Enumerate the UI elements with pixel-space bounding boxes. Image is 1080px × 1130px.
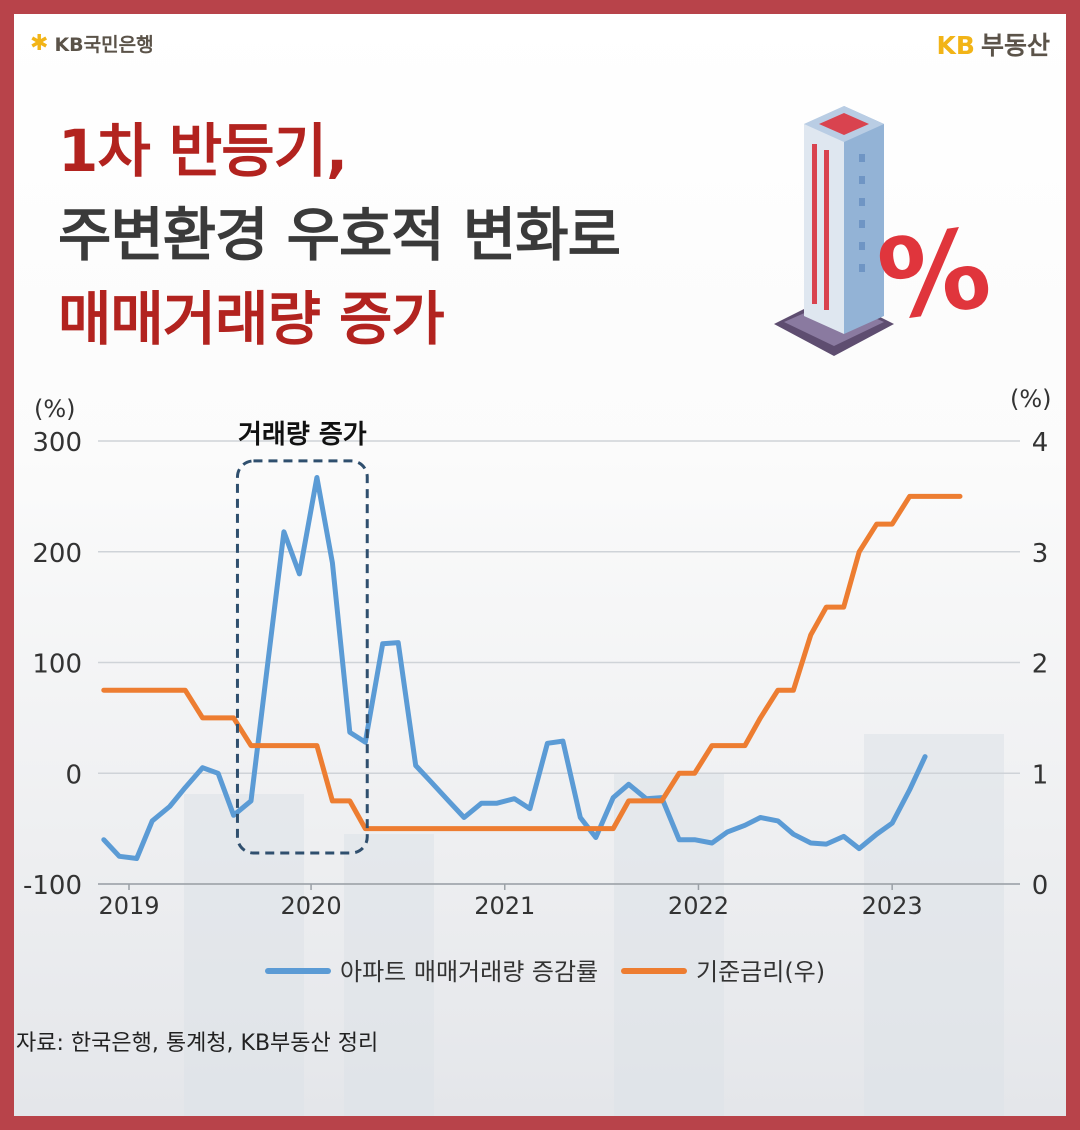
right-tick-label: 2 [1032, 650, 1049, 680]
kb-bank-name: KB국민은행 [54, 34, 154, 56]
left-tick-label: 300 [32, 428, 82, 458]
chart-legend: 아파트 매매거래량 증감률 기준금리(우) [265, 958, 825, 986]
headline-line-1: 1차 반등기, [58, 117, 348, 185]
card-frame: ✱ KB국민은행 KB 부동산 1차 반등기, 주변환경 우호적 변화로 매매거래… [14, 14, 1066, 1116]
headline-line-3: 매매거래량 증가 [58, 285, 445, 353]
kb-realestate-logo: KB 부동산 [937, 26, 1050, 62]
x-tick-label: 2019 [98, 892, 159, 920]
source-note: 자료: 한국은행, 통계청, KB부동산 정리 [16, 1031, 379, 1056]
left-tick-label: -100 [23, 871, 82, 901]
left-axis: 300 200 100 0 -100 [23, 428, 82, 901]
left-tick-label: 200 [32, 539, 82, 569]
chart-series [101, 475, 963, 861]
annotation-label: 거래량 증가 [238, 420, 367, 450]
right-tick-label: 4 [1032, 428, 1049, 458]
background-building [184, 794, 304, 1116]
x-axis: 2019 2020 2021 2022 2023 [98, 883, 1020, 920]
left-tick-label: 0 [65, 760, 82, 790]
svg-text:%: % [871, 204, 994, 346]
headline: 1차 반등기, 주변환경 우호적 변화로 매매거래량 증가 [58, 109, 621, 361]
annotation-box [235, 459, 369, 855]
background-building [864, 734, 1004, 1116]
right-tick-label: 3 [1032, 539, 1049, 569]
x-tick-label: 2021 [474, 892, 535, 920]
base-rate-line [101, 493, 963, 832]
headline-line-2: 주변환경 우호적 변화로 [58, 201, 621, 269]
kb-mark: KB [936, 31, 975, 60]
realestate-name: 부동산 [980, 31, 1050, 60]
kb-bank-logo: ✱ KB국민은행 [30, 30, 154, 57]
right-tick-label: 0 [1032, 871, 1049, 901]
right-tick-label: 1 [1032, 760, 1049, 790]
left-axis-unit: (%) [34, 395, 76, 423]
background-building [614, 774, 724, 1116]
x-tick-label: 2023 [862, 892, 923, 920]
right-axis: 4 3 2 1 0 [1032, 428, 1049, 901]
building-percent-icon: % [774, 106, 994, 356]
left-tick-label: 100 [32, 650, 82, 680]
background-building [344, 834, 434, 1116]
x-tick-label: 2020 [281, 892, 342, 920]
legend-label: 기준금리(우) [696, 958, 825, 986]
x-tick-label: 2022 [668, 892, 729, 920]
legend-label: 아파트 매매거래량 증감률 [340, 958, 598, 986]
kb-star-icon: ✱ [30, 31, 49, 56]
right-axis-unit: (%) [1010, 385, 1052, 413]
volume-change-line [101, 475, 928, 861]
